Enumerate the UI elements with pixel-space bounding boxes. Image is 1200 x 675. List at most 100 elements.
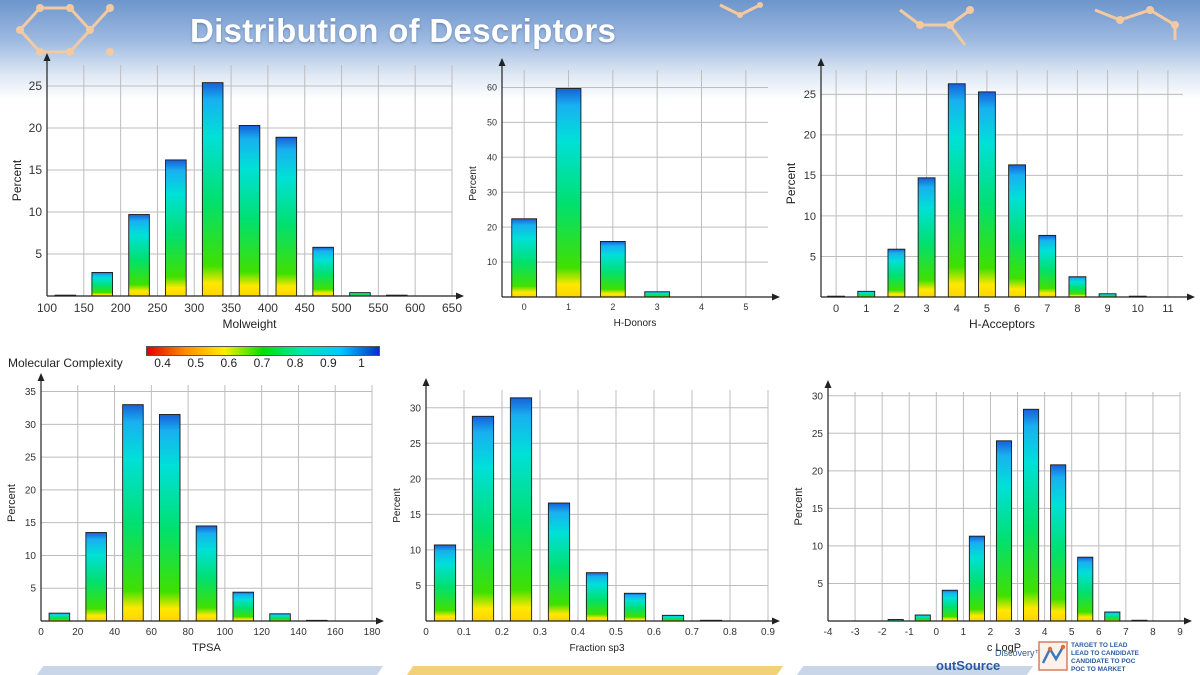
x-tick-label: -4 bbox=[824, 627, 833, 638]
histogram-bar bbox=[917, 177, 936, 298]
x-tick-label: 0.1 bbox=[457, 627, 471, 638]
histogram-bar bbox=[941, 589, 958, 622]
x-tick-label: -2 bbox=[878, 627, 887, 638]
x-tick-label: 100 bbox=[217, 627, 234, 638]
y-tick-label: 5 bbox=[30, 584, 36, 595]
histogram-bar bbox=[122, 404, 144, 622]
y-axis-title: Percent bbox=[392, 488, 403, 523]
y-axis-arrow-icon bbox=[498, 58, 506, 66]
y-tick-label: 30 bbox=[410, 403, 422, 414]
x-axis-title: H-Acceptors bbox=[969, 317, 1035, 331]
histogram-bar bbox=[978, 91, 996, 298]
x-tick-label: 3 bbox=[655, 302, 660, 312]
x-tick-label: 160 bbox=[327, 627, 344, 638]
x-tick-label: 2 bbox=[893, 303, 899, 315]
x-tick-label: 0 bbox=[934, 627, 940, 638]
x-tick-label: 120 bbox=[253, 627, 270, 638]
x-tick-label: 650 bbox=[442, 301, 462, 315]
histogram-bar bbox=[201, 82, 224, 297]
x-tick-label: 5 bbox=[1069, 627, 1075, 638]
x-axis-title: H-Donors bbox=[614, 318, 657, 329]
y-tick-label: 30 bbox=[487, 187, 497, 197]
chart-5: 0 0.1 0.2 0.3 0.4 0.5 0.6 0.7 0.8 0.9 5 10 15 20 25 30 F… bbox=[392, 378, 780, 654]
x-tick-label: 0.8 bbox=[723, 627, 737, 638]
y-axis-arrow-icon bbox=[37, 373, 45, 381]
chart-3: 0 1 2 3 4 5 6 7 8 9 10 11 5 10 15 20 25 H-Acceptors Percen… bbox=[784, 58, 1195, 331]
x-tick-label: 2 bbox=[988, 627, 994, 638]
y-tick-label: 40 bbox=[487, 152, 497, 162]
y-axis-title: Percent bbox=[468, 166, 479, 201]
x-tick-label: 0.5 bbox=[609, 627, 623, 638]
x-tick-label: 600 bbox=[405, 301, 425, 315]
brand-discovery: Discovery™ bbox=[995, 648, 1044, 658]
footer-stripe-2 bbox=[406, 666, 784, 675]
histogram-bar bbox=[195, 525, 218, 622]
x-tick-label: 0 bbox=[522, 302, 527, 312]
histogram-bar bbox=[887, 248, 906, 298]
x-tick-label: 10 bbox=[1132, 303, 1144, 315]
x-tick-label: 11 bbox=[1162, 303, 1173, 315]
header-band bbox=[0, 0, 1200, 100]
histogram-bar bbox=[623, 592, 647, 622]
histogram-bar bbox=[947, 83, 966, 298]
y-tick-label: 20 bbox=[487, 222, 497, 232]
x-tick-label: 200 bbox=[111, 301, 131, 315]
x-tick-label: 8 bbox=[1074, 303, 1080, 315]
x-tick-label: 6 bbox=[1014, 303, 1020, 315]
x-tick-label: 140 bbox=[290, 627, 307, 638]
histogram-bar bbox=[1008, 164, 1026, 298]
y-tick-label: 15 bbox=[29, 163, 43, 177]
y-tick-label: 60 bbox=[487, 83, 497, 93]
y-tick-label: 20 bbox=[410, 474, 422, 485]
x-tick-label: 550 bbox=[368, 301, 388, 315]
x-tick-label: 3 bbox=[1015, 627, 1021, 638]
histogram-bar bbox=[91, 272, 113, 297]
x-tick-label: 450 bbox=[295, 301, 315, 315]
colorbar-tick-label: 0.6 bbox=[220, 356, 238, 370]
colorbar-tick-label: 0.5 bbox=[187, 356, 205, 370]
y-tick-label: 25 bbox=[25, 453, 37, 464]
y-tick-label: 10 bbox=[804, 211, 816, 223]
histogram-bar bbox=[1050, 464, 1067, 622]
x-axis-title: TPSA bbox=[192, 642, 221, 654]
y-tick-label: 10 bbox=[25, 551, 37, 562]
y-axis-title: Percent bbox=[784, 162, 798, 204]
x-tick-label: 5 bbox=[743, 302, 748, 312]
histogram-bar bbox=[128, 214, 150, 297]
x-tick-label: 0 bbox=[38, 627, 44, 638]
x-axis-arrow-icon bbox=[376, 617, 384, 625]
chart-1: 100 150 200 250 300 350 400 450 500 550 600 650 5 10 1… bbox=[10, 53, 464, 331]
chart-6: -4 -3 -2 -1 0 1 2 3 4 5 6 7 8 9 5 10 15 20 25 30 c LogP Perce… bbox=[793, 380, 1192, 654]
y-tick-label: 30 bbox=[25, 420, 37, 431]
x-tick-label: 9 bbox=[1177, 627, 1183, 638]
x-tick-label: 4 bbox=[699, 302, 704, 312]
x-tick-label: 8 bbox=[1150, 627, 1156, 638]
histogram-bar bbox=[555, 88, 582, 298]
brand-tagline-line: Candidate to PoC bbox=[1071, 658, 1136, 665]
x-tick-label: 350 bbox=[221, 301, 241, 315]
histogram-bar bbox=[644, 291, 671, 298]
y-axis-title: Percent bbox=[10, 159, 24, 201]
x-axis-title: Fraction sp3 bbox=[569, 643, 624, 654]
y-tick-label: 5 bbox=[817, 579, 823, 590]
y-tick-label: 15 bbox=[812, 504, 824, 515]
colorbar-tick-label: 0.4 bbox=[154, 356, 171, 370]
y-tick-label: 10 bbox=[29, 205, 43, 219]
x-tick-label: 9 bbox=[1105, 303, 1111, 315]
colorbar bbox=[146, 346, 380, 356]
molecule-decoration-icon bbox=[16, 2, 1179, 56]
histogram-bar bbox=[1038, 234, 1057, 298]
brand-tagline-line: PoC to Market bbox=[1071, 666, 1126, 673]
x-axis-arrow-icon bbox=[1187, 293, 1195, 301]
histogram-bar bbox=[857, 290, 876, 298]
histogram-bar bbox=[269, 613, 291, 622]
y-tick-label: 10 bbox=[487, 257, 497, 267]
histogram-bar bbox=[511, 218, 538, 298]
histogram-bar bbox=[312, 246, 334, 297]
x-tick-label: 0.9 bbox=[761, 627, 775, 638]
histogram-bar bbox=[509, 397, 533, 622]
y-axis-title: Percent bbox=[793, 488, 805, 526]
x-tick-label: 0.6 bbox=[647, 627, 661, 638]
x-tick-label: 0.4 bbox=[571, 627, 585, 638]
x-axis-arrow-icon bbox=[456, 292, 464, 300]
